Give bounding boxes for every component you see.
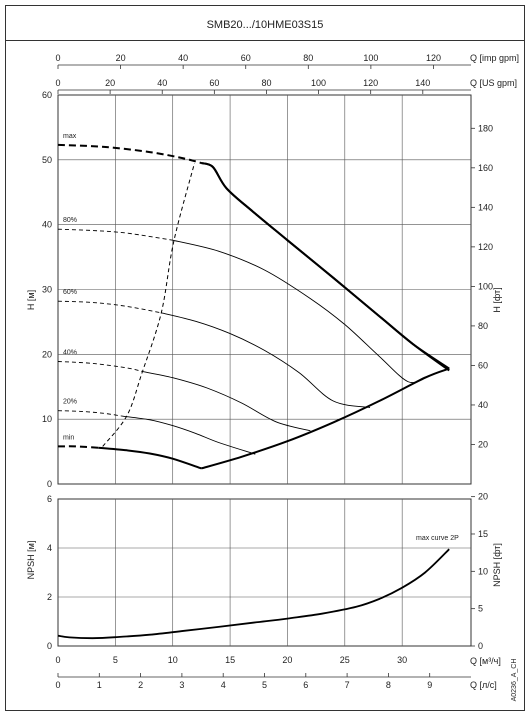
speed-label-max: max xyxy=(63,133,77,140)
h-ft-tick-label: 160 xyxy=(478,163,493,173)
imp-gpm-axis-tick-label: 40 xyxy=(178,53,188,63)
speed-curve-dashed-40pct xyxy=(57,361,145,373)
q-ls-tick-label: 8 xyxy=(386,680,391,690)
envelope-lower-boundary xyxy=(201,367,450,470)
speed-label-60pct: 60% xyxy=(63,289,77,296)
q-ls-axis-label: Q [л/с] xyxy=(470,680,497,690)
us-gpm-axis-label: Q [US gpm] xyxy=(470,78,517,88)
npsh-m-tick-label: 0 xyxy=(47,641,52,651)
imp-gpm-axis-tick-label: 60 xyxy=(241,53,251,63)
h-ft-tick-label: 140 xyxy=(478,202,493,212)
q-m3h-tick-label: 25 xyxy=(340,655,350,665)
q-ls-tick-label: 6 xyxy=(303,680,308,690)
speed-curve-dashed-60pct xyxy=(57,300,162,314)
npsh-m-tick-label: 4 xyxy=(47,543,52,553)
h-m-tick-label: 40 xyxy=(42,220,52,230)
us-gpm-axis-tick-label: 120 xyxy=(363,78,378,88)
h-ft-tick-label: 120 xyxy=(478,242,493,252)
us-gpm-axis-tick-label: 100 xyxy=(311,78,326,88)
h-ft-tick-label: 20 xyxy=(478,439,488,449)
q-ls-tick-label: 0 xyxy=(55,680,60,690)
speed-label-80pct: 80% xyxy=(63,217,77,224)
h-ft-tick-label: 180 xyxy=(478,123,493,133)
h-ft-tick-label: 100 xyxy=(478,281,493,291)
q-m3h-axis-label: Q [м³/ч] xyxy=(470,656,501,666)
speed-curve-dashed-80pct xyxy=(57,228,173,241)
us-gpm-axis-tick-label: 60 xyxy=(209,78,219,88)
speed-curve-min xyxy=(98,446,202,470)
speed-curve-dashed-20pct xyxy=(57,410,122,417)
us-gpm-axis-tick-label: 140 xyxy=(415,78,430,88)
h-m-tick-label: 30 xyxy=(42,285,52,295)
h-m-tick-label: 50 xyxy=(42,155,52,165)
min-efficiency-line xyxy=(102,162,195,447)
speed-curve-80pct xyxy=(172,239,450,384)
h-ft-axis-label: H [фт] xyxy=(492,287,502,312)
npsh-m-tick-label: 2 xyxy=(47,592,52,602)
imp-gpm-axis-label: Q [imp gpm] xyxy=(470,53,519,63)
h-m-tick-label: 10 xyxy=(42,414,52,424)
speed-label-40pct: 40% xyxy=(63,349,77,356)
q-ls-tick-label: 4 xyxy=(221,680,226,690)
us-gpm-axis-tick-label: 40 xyxy=(157,78,167,88)
imp-gpm-axis-tick-label: 80 xyxy=(303,53,313,63)
npsh-ft-tick-label: 20 xyxy=(478,492,488,502)
q-m3h-tick-label: 20 xyxy=(282,655,292,665)
q-m3h-tick-label: 15 xyxy=(225,655,235,665)
q-m3h-tick-label: 10 xyxy=(168,655,178,665)
npsh-ft-tick-label: 10 xyxy=(478,566,488,576)
npsh-ft-tick-label: 15 xyxy=(478,529,488,539)
npsh-plot-frame xyxy=(57,498,472,647)
npsh-curve xyxy=(57,548,450,640)
curves-layer: max 80% 60% 40% 20% min max curve 2P xyxy=(57,133,459,640)
imp-gpm-axis-tick-label: 0 xyxy=(55,53,60,63)
us-gpm-axis-tick-label: 80 xyxy=(261,78,271,88)
q-m3h-tick-label: 0 xyxy=(55,655,60,665)
speed-curve-max xyxy=(201,162,450,372)
npsh-annotation: max curve 2P xyxy=(416,535,459,542)
npsh-ft-tick-label: 0 xyxy=(478,641,483,651)
npsh-m-tick-label: 6 xyxy=(47,494,52,504)
q-ls-tick-label: 7 xyxy=(345,680,350,690)
npsh-ft-tick-label: 5 xyxy=(478,604,483,614)
speed-curve-40pct xyxy=(143,371,311,432)
q-ls-tick-label: 3 xyxy=(179,680,184,690)
q-ls-tick-label: 2 xyxy=(138,680,143,690)
speed-label-min: min xyxy=(63,434,74,441)
h-ft-tick-label: 80 xyxy=(478,321,488,331)
imp-gpm-axis-tick-label: 120 xyxy=(426,53,441,63)
speed-curve-dashed-min xyxy=(57,445,99,449)
h-ft-tick-label: 40 xyxy=(478,400,488,410)
speed-curve-dashed-max xyxy=(57,143,202,165)
h-m-tick-label: 60 xyxy=(42,90,52,100)
imp-gpm-axis-tick-label: 20 xyxy=(116,53,126,63)
q-m3h-tick-label: 5 xyxy=(113,655,118,665)
h-m-tick-label: 20 xyxy=(42,349,52,359)
npsh-ft-axis-label: NPSH [фт] xyxy=(492,543,502,587)
speed-label-20pct: 20% xyxy=(63,399,77,406)
us-gpm-axis-tick-label: 0 xyxy=(55,78,60,88)
envelope-upper-boundary xyxy=(201,162,450,370)
imp-gpm-axis-tick-label: 100 xyxy=(363,53,378,63)
q-ls-tick-label: 5 xyxy=(262,680,267,690)
chart-title: SMB20.../10HME03S15 xyxy=(207,19,324,31)
q-m3h-tick-label: 30 xyxy=(397,655,407,665)
q-ls-tick-label: 1 xyxy=(97,680,102,690)
h-m-axis-label: H [м] xyxy=(26,290,36,310)
speed-curve-20pct xyxy=(121,415,256,455)
npsh-m-axis-label: NPSH [м] xyxy=(26,541,36,580)
doc-code: A0236_A_CH xyxy=(511,659,518,702)
h-m-tick-label: 0 xyxy=(47,479,52,489)
h-ft-tick-label: 60 xyxy=(478,360,488,370)
grid-layer xyxy=(58,95,471,646)
sheet-border xyxy=(5,5,525,711)
speed-curve-60pct xyxy=(161,312,371,408)
q-ls-tick-label: 9 xyxy=(427,680,432,690)
us-gpm-axis-tick-label: 20 xyxy=(105,78,115,88)
